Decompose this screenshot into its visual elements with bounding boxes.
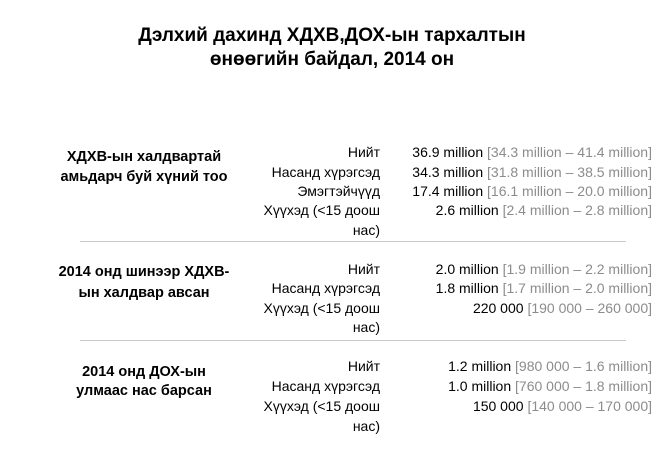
range: [16.1 million – 20.0 million] bbox=[487, 183, 652, 199]
range: [31.8 million – 38.5 million] bbox=[487, 164, 652, 180]
range: [2.4 million – 2.8 million] bbox=[502, 202, 652, 218]
value: 150 000 bbox=[472, 398, 524, 414]
row-label: Насанд хүрэгсэд bbox=[271, 378, 380, 394]
value: 1.2 million bbox=[448, 358, 512, 374]
row-label: Эмэгтэйчүүд bbox=[297, 183, 380, 199]
row-label: Хүүхэд (<15 доош bbox=[263, 300, 380, 316]
row-value: 1.2 million [980 000 – 1.6 million] bbox=[388, 356, 652, 376]
row-label: Хүүхэд (<15 доош bbox=[263, 398, 380, 414]
range: [760 000 – 1.8 million] bbox=[515, 378, 652, 394]
row-label: Нийт bbox=[347, 261, 380, 277]
row-label: Насанд хүрэгсэд bbox=[271, 280, 380, 296]
row-value: 220 000 [190 000 – 260 000] bbox=[388, 298, 652, 318]
row-label: Нийт bbox=[347, 358, 380, 374]
value: 1.0 million bbox=[448, 378, 512, 394]
divider bbox=[80, 340, 626, 341]
range: [34.3 million – 41.4 million] bbox=[487, 144, 652, 160]
section-label-line-2: ын халдвар авсан bbox=[78, 285, 210, 301]
section-label-line-1: 2014 онд ДОХ-ын bbox=[82, 364, 206, 380]
value: 36.9 million bbox=[412, 144, 484, 160]
value: 2.0 million bbox=[435, 261, 499, 277]
value: 2.6 million bbox=[435, 202, 499, 218]
row-value: 1.8 million [1.7 million – 2.0 million] bbox=[388, 278, 652, 298]
row-label-continuation: нас) bbox=[352, 222, 380, 238]
section-label-line-2: улмаас нас барсан bbox=[76, 383, 212, 399]
row-label-continuation: нас) bbox=[352, 319, 380, 335]
row-label: Хүүхэд (<15 доош bbox=[263, 202, 380, 218]
section-label-line-1: ХДХВ-ын халдвартай bbox=[66, 149, 222, 165]
value: 17.4 million bbox=[412, 183, 484, 199]
row-label-continuation: нас) bbox=[352, 418, 380, 434]
row-value: 17.4 million [16.1 million – 20.0 millio… bbox=[388, 181, 652, 201]
value: 34.3 million bbox=[412, 164, 484, 180]
range: [190 000 – 260 000] bbox=[527, 300, 652, 316]
title-line-1: Дэлхий дахинд ХДХВ,ДОХ-ын тархалтын bbox=[138, 25, 526, 46]
section-label-line-1: 2014 онд шинээр ХДХВ- bbox=[58, 264, 230, 280]
range: [980 000 – 1.6 million] bbox=[515, 358, 652, 374]
value: 220 000 bbox=[472, 300, 524, 316]
row-value: 34.3 million [31.8 million – 38.5 millio… bbox=[388, 162, 652, 182]
row-value: 36.9 million [34.3 million – 41.4 millio… bbox=[388, 142, 652, 162]
row-value: 150 000 [140 000 – 170 000] bbox=[388, 396, 652, 416]
divider bbox=[80, 241, 626, 242]
row-value: 2.6 million [2.4 million – 2.8 million] bbox=[388, 200, 652, 220]
row-value: 2.0 million [1.9 million – 2.2 million] bbox=[388, 259, 652, 279]
range: [1.9 million – 2.2 million] bbox=[502, 261, 652, 277]
section-label-line-2: амьдарч буй хүний тоо bbox=[60, 169, 228, 185]
title-line-2: өнөөгийн байдал, 2014 он bbox=[209, 49, 455, 70]
row-value: 1.0 million [760 000 – 1.8 million] bbox=[388, 376, 652, 396]
row-label: Насанд хүрэгсэд bbox=[271, 164, 380, 180]
range: [1.7 million – 2.0 million] bbox=[502, 280, 652, 296]
value: 1.8 million bbox=[435, 280, 499, 296]
row-label: Нийт bbox=[347, 144, 380, 160]
range: [140 000 – 170 000] bbox=[527, 398, 652, 414]
